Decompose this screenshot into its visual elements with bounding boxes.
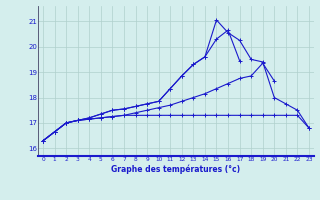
X-axis label: Graphe des températures (°c): Graphe des températures (°c) xyxy=(111,164,241,174)
